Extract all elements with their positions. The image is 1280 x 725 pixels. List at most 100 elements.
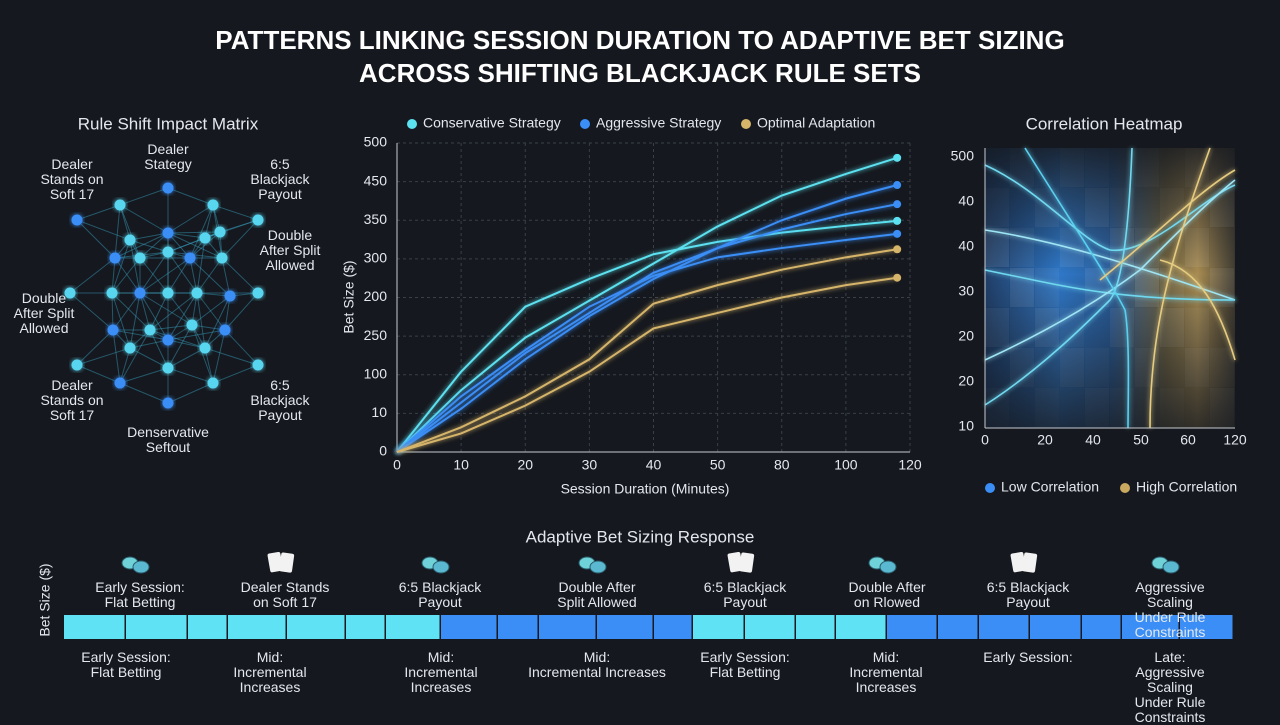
card-icon bbox=[727, 551, 744, 573]
legend-label: Conservative Strategy bbox=[423, 115, 561, 131]
network-edge bbox=[119, 204, 169, 234]
network-edge bbox=[167, 237, 206, 253]
bar-segment bbox=[126, 615, 187, 639]
network-edge bbox=[167, 232, 206, 239]
network-edge bbox=[196, 292, 226, 331]
y-tick-label: 350 bbox=[364, 211, 388, 227]
network-edge bbox=[129, 347, 169, 369]
network-node bbox=[144, 324, 156, 336]
y-axis-title: Bet Size ($) bbox=[341, 260, 357, 333]
series-line bbox=[396, 156, 898, 453]
bar-segment bbox=[1180, 615, 1233, 639]
network bbox=[64, 182, 264, 409]
network-label: 6:5 Blackjack Payout bbox=[250, 156, 310, 202]
network-edge bbox=[224, 292, 259, 331]
heatmap-curve bbox=[984, 179, 1236, 361]
network-edge bbox=[196, 292, 231, 297]
network-edge bbox=[221, 257, 231, 297]
heatmap-curve bbox=[1159, 259, 1236, 361]
bar-segment bbox=[938, 615, 978, 639]
timeline-y-label: Bet Size ($) bbox=[37, 563, 53, 636]
timeline-top-label: Double After on Rlowed bbox=[848, 579, 926, 610]
y-tick-label: 300 bbox=[364, 250, 388, 266]
legend-marker bbox=[741, 119, 751, 129]
bar-segment bbox=[693, 615, 744, 639]
timeline-bottom-label: Mid: Incremental Increases bbox=[528, 649, 666, 680]
network-edge bbox=[111, 292, 131, 349]
x-tick-label: 0 bbox=[393, 457, 401, 473]
heatmap-x-label: 120 bbox=[1223, 432, 1247, 448]
timeline-bottom-label: Mid: Incremental Increases bbox=[233, 649, 307, 695]
legend-label: Low Correlation bbox=[1001, 479, 1099, 495]
network-edge bbox=[139, 292, 151, 331]
bar-segment bbox=[597, 615, 653, 639]
timeline-top-label: 6:5 Blackjack Payout bbox=[703, 579, 787, 610]
legend-marker bbox=[407, 119, 417, 129]
network-edge bbox=[119, 204, 141, 259]
network-node bbox=[184, 252, 196, 264]
network-edge bbox=[204, 204, 214, 239]
timeline-bottom-label: Mid: Incremental Increases bbox=[404, 649, 478, 695]
bar-segment bbox=[836, 615, 886, 639]
network-edge bbox=[111, 239, 131, 294]
heatmap-y-label: 30 bbox=[958, 283, 974, 299]
legend-label: High Correlation bbox=[1136, 479, 1237, 495]
network-edge bbox=[69, 292, 114, 331]
network-node bbox=[207, 377, 219, 389]
network-edge bbox=[129, 232, 169, 241]
bar-segment bbox=[188, 615, 227, 639]
network-node bbox=[114, 377, 126, 389]
timeline-top-label: Aggressive Scaling Under Rule Constraint… bbox=[1134, 579, 1206, 640]
network-edge bbox=[167, 347, 206, 369]
network-edge bbox=[114, 204, 121, 259]
network-node bbox=[106, 287, 118, 299]
end-point bbox=[893, 273, 902, 282]
network-edge bbox=[191, 295, 231, 326]
x-tick-label: 120 bbox=[898, 457, 922, 473]
timeline-top-label: Early Session: Flat Betting bbox=[95, 579, 185, 610]
network-node bbox=[252, 359, 264, 371]
network-edge bbox=[119, 187, 169, 206]
network-edge bbox=[167, 382, 214, 404]
network-edge bbox=[119, 204, 131, 241]
timeline-bottom-label: Early Session: Flat Betting bbox=[700, 649, 790, 680]
bar-segment bbox=[386, 615, 440, 639]
network-edge bbox=[191, 324, 226, 331]
y-tick-label: 450 bbox=[364, 172, 388, 188]
network-label: Double After Split Allowed bbox=[13, 290, 75, 336]
network-edge bbox=[129, 292, 141, 349]
network-label: Denservative Seftout bbox=[127, 424, 209, 455]
card-icon bbox=[739, 552, 755, 573]
x-tick-label: 50 bbox=[710, 457, 726, 473]
heatmap-y-label: 10 bbox=[958, 418, 974, 434]
network-edge bbox=[111, 257, 141, 294]
bar-segment bbox=[1122, 615, 1179, 639]
network-edge bbox=[112, 292, 141, 331]
network-edge bbox=[111, 257, 116, 294]
legend-marker bbox=[1120, 483, 1130, 493]
y-tick-label: 10 bbox=[371, 404, 387, 420]
network-node bbox=[199, 232, 211, 244]
end-point bbox=[893, 200, 902, 209]
heatmap-x-label: 60 bbox=[1180, 432, 1196, 448]
network-node bbox=[216, 252, 228, 264]
timeline-bottom-label: Early Session: Flat Betting bbox=[81, 649, 171, 680]
network-edge bbox=[167, 232, 223, 259]
network-edge bbox=[119, 367, 169, 384]
network-edge bbox=[224, 329, 259, 366]
network-label: 6:5 Blackjack Payout bbox=[250, 377, 310, 423]
bar-segment bbox=[887, 615, 937, 639]
bar-segment bbox=[441, 615, 497, 639]
heatmap-y-label: 20 bbox=[958, 373, 974, 389]
bar-segment bbox=[1030, 615, 1081, 639]
heatmap-curve bbox=[1099, 169, 1236, 281]
network-node bbox=[162, 182, 174, 194]
network-edge bbox=[196, 257, 223, 294]
bar-segment bbox=[498, 615, 538, 639]
bar-segment bbox=[979, 615, 1029, 639]
y-tick-label: 200 bbox=[364, 288, 388, 304]
network-edge bbox=[189, 231, 221, 259]
network-node bbox=[71, 359, 83, 371]
heatmap-shade bbox=[985, 148, 1235, 428]
